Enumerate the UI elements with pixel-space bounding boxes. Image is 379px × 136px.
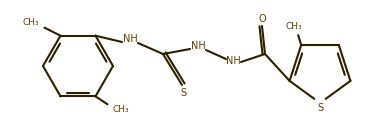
Text: O: O: [258, 14, 266, 24]
Text: CH₃: CH₃: [113, 105, 129, 114]
Text: NH: NH: [123, 34, 137, 44]
Text: S: S: [180, 88, 186, 98]
Text: CH₃: CH₃: [23, 18, 39, 27]
Text: S: S: [317, 103, 323, 113]
Text: NH: NH: [191, 41, 205, 51]
Text: NH: NH: [226, 56, 240, 66]
Text: CH₃: CH₃: [286, 22, 302, 31]
